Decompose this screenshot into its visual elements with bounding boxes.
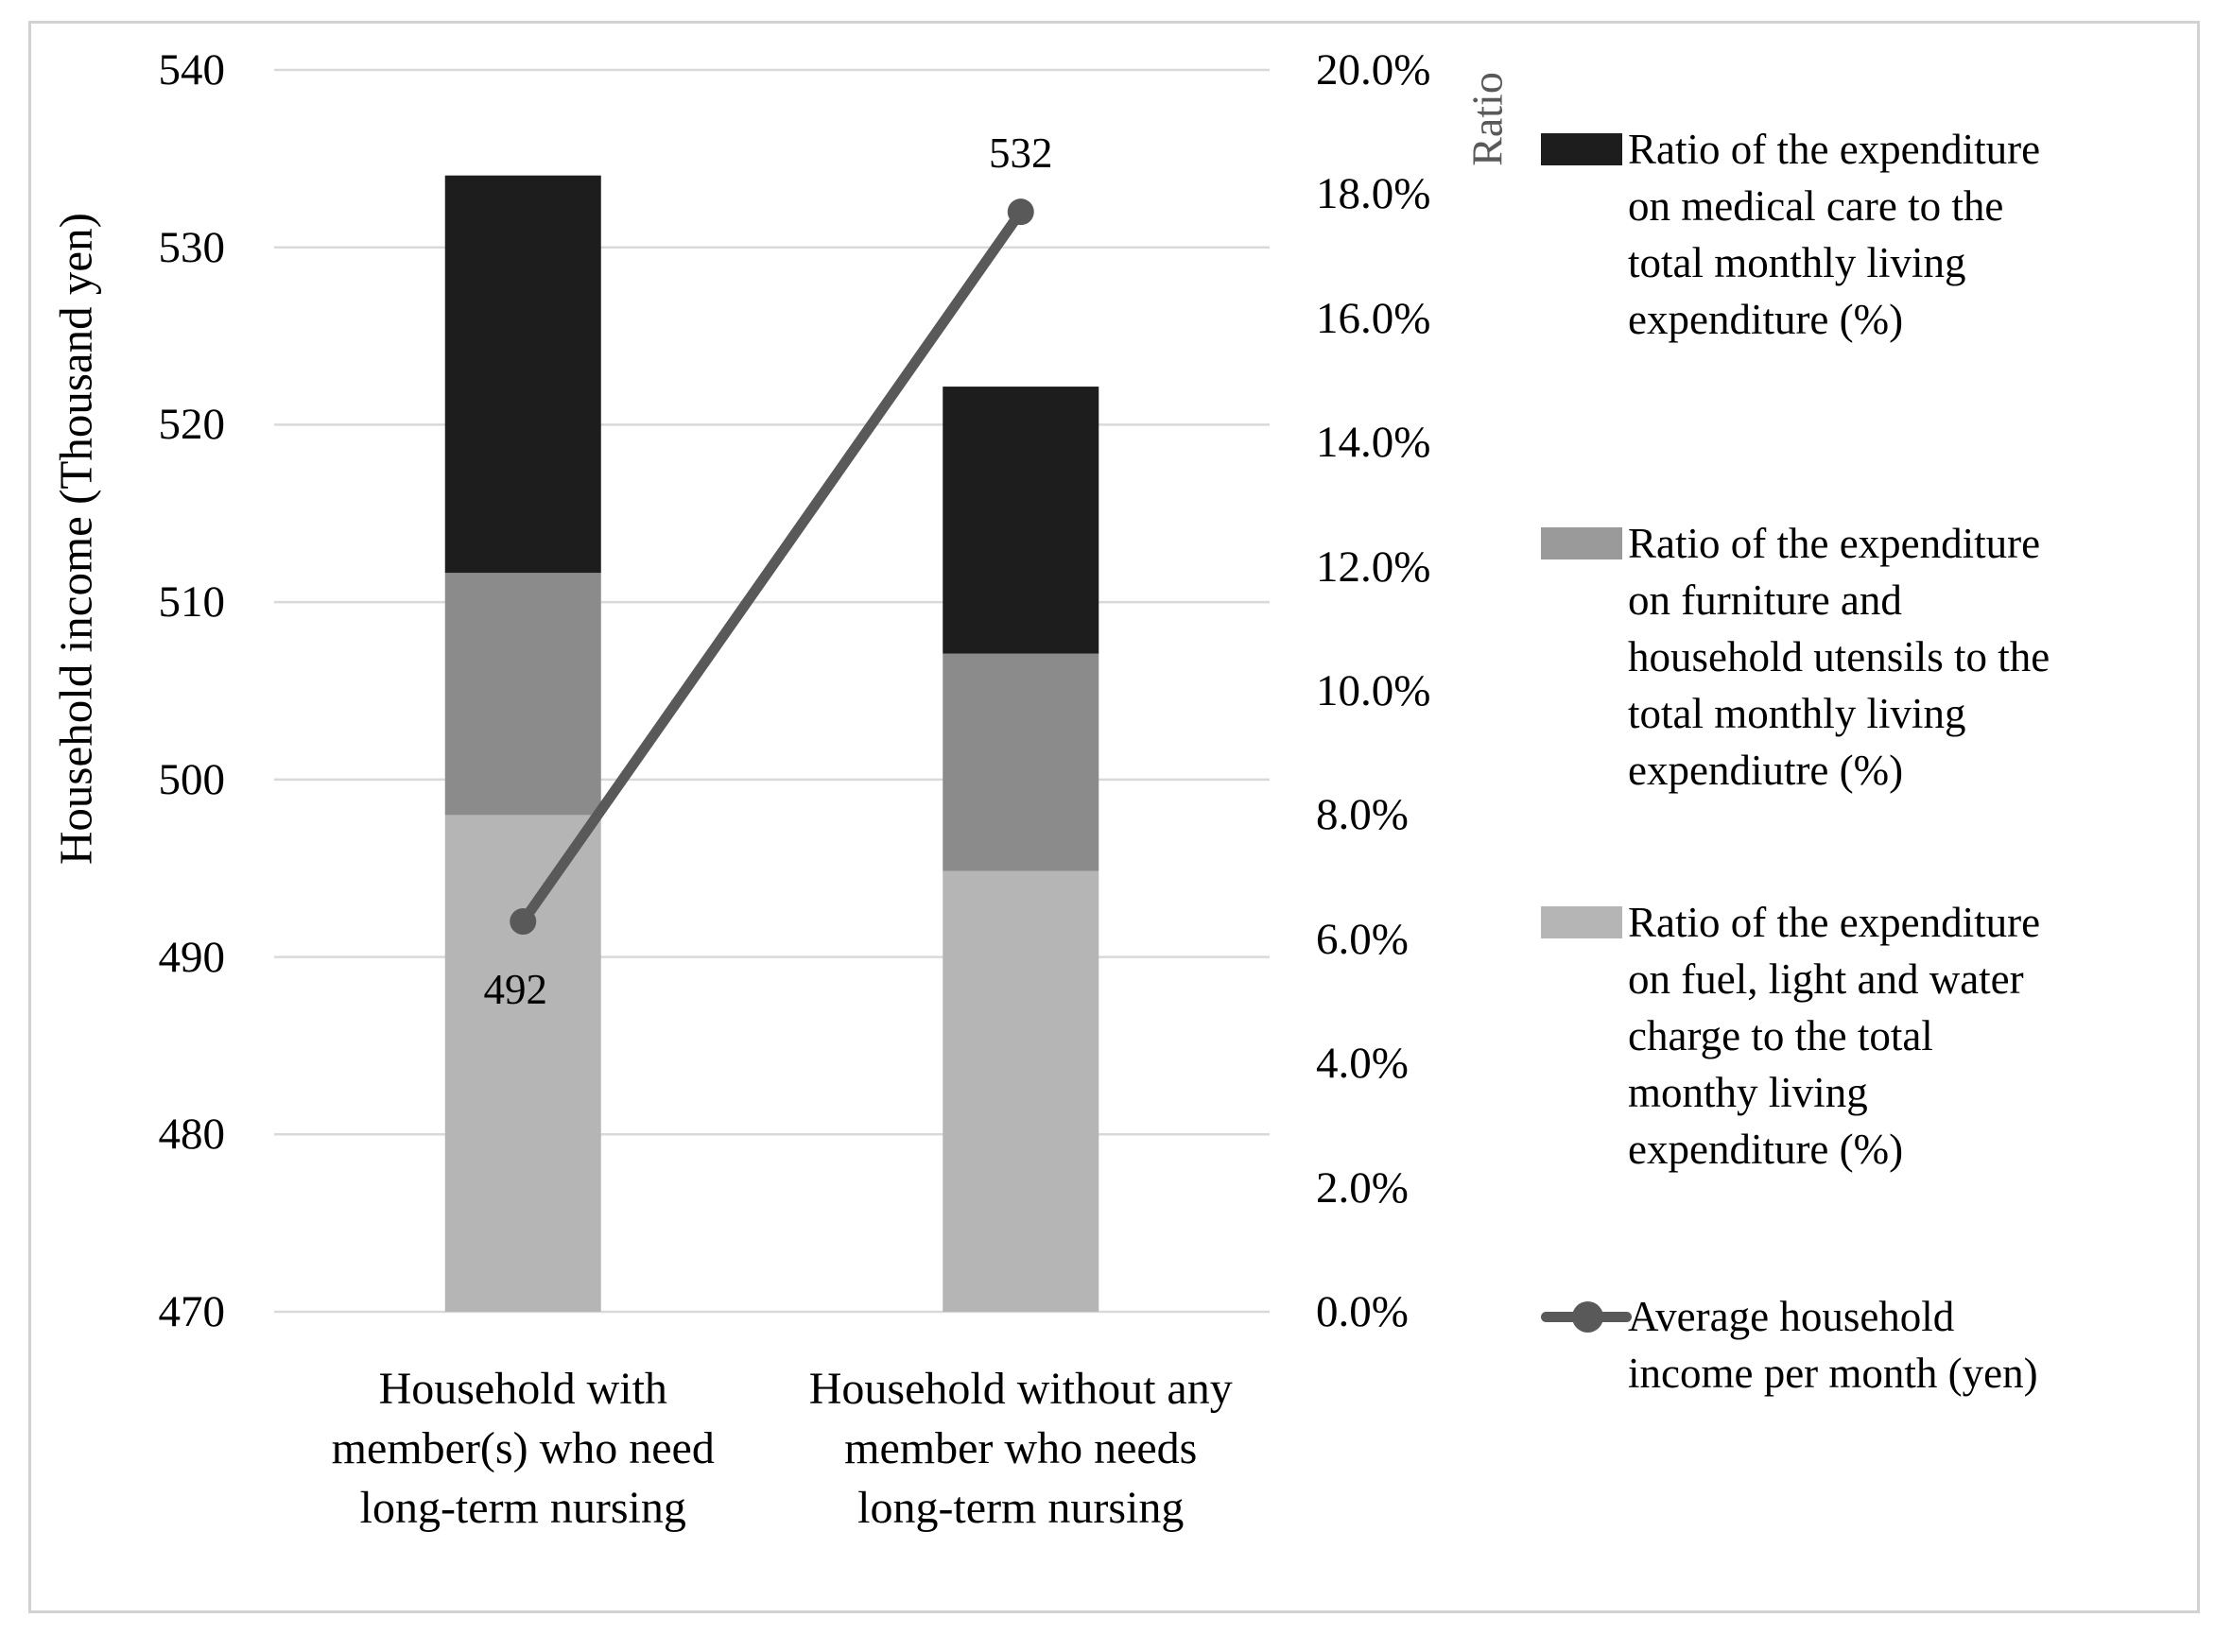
- y-axis-tick-label-right: 18.0%: [1316, 169, 1431, 219]
- income-line: [517, 206, 1027, 927]
- y-axis-tick-label-right: 0.0%: [1316, 1287, 1409, 1336]
- right-axis-title: Ratio: [1462, 72, 1512, 166]
- y-axis-tick-label-left: 500: [158, 754, 226, 804]
- y-axis-tick-label-right: 16.0%: [1316, 293, 1431, 343]
- y-axis-tick-label-right: 4.0%: [1316, 1039, 1409, 1089]
- legend-marker-icon: [1572, 1301, 1603, 1333]
- left-axis-title: Household income (Thousand yen): [49, 213, 102, 865]
- bar-segment-medical-care: [444, 175, 601, 574]
- legend-item: Ratio of the expenditure on medical care…: [1541, 121, 2212, 348]
- legend-item: Ratio of the expenditure on furniture an…: [1541, 515, 2212, 799]
- income-line-marker: [510, 908, 537, 936]
- figure-border: [28, 21, 2200, 1613]
- bar-segment-fuel-light-water: [943, 870, 1099, 1312]
- y-axis-tick-label-right: 10.0%: [1316, 666, 1431, 715]
- legend-swatch-icon: [1541, 527, 1622, 559]
- y-axis-tick-label-left: 520: [158, 400, 226, 450]
- y-axis-tick-label-right: 6.0%: [1316, 914, 1409, 964]
- legend-label: Average household income per month (yen): [1628, 1293, 2038, 1397]
- y-axis-tick-label-right: 14.0%: [1316, 418, 1431, 468]
- line-data-label: 532: [989, 129, 1053, 178]
- y-axis-tick-label-right: 8.0%: [1316, 790, 1409, 840]
- y-axis-tick-label-left: 480: [158, 1110, 226, 1160]
- y-axis-tick-label-left: 540: [158, 45, 226, 95]
- y-axis-tick-label-left: 490: [158, 932, 226, 982]
- y-axis-tick-label-left: 510: [158, 577, 226, 628]
- y-axis-tick-label-left: 470: [158, 1287, 226, 1336]
- legend-label: Ratio of the expenditure on furniture an…: [1628, 520, 2050, 794]
- bar-segment-medical-care: [943, 387, 1099, 654]
- bar-segment-furniture-utensils: [444, 573, 601, 816]
- x-axis-category-label: Household with member(s) who need long-t…: [331, 1364, 715, 1533]
- legend-label: Ratio of the expenditure on medical care…: [1628, 126, 2041, 343]
- y-axis-tick-label-right: 20.0%: [1316, 45, 1431, 95]
- y-axis-tick-label-right: 12.0%: [1316, 542, 1431, 592]
- legend-swatch-icon: [1541, 906, 1622, 938]
- legend-swatch-icon: [1541, 133, 1622, 165]
- legend-item: Average household income per month (yen): [1541, 1288, 2212, 1402]
- line-data-label: 492: [483, 966, 548, 1014]
- x-axis-category-label: Household without any member who needs l…: [808, 1364, 1233, 1533]
- y-axis-tick-label-left: 530: [158, 222, 226, 272]
- bar-segment-furniture-utensils: [943, 653, 1099, 871]
- y-axis-tick-label-right: 2.0%: [1316, 1162, 1409, 1213]
- legend-item: Ratio of the expenditure on fuel, light …: [1541, 894, 2212, 1178]
- legend-label: Ratio of the expenditure on fuel, light …: [1628, 899, 2041, 1173]
- bar-segment-fuel-light-water: [444, 815, 601, 1312]
- income-line-marker: [1007, 198, 1034, 226]
